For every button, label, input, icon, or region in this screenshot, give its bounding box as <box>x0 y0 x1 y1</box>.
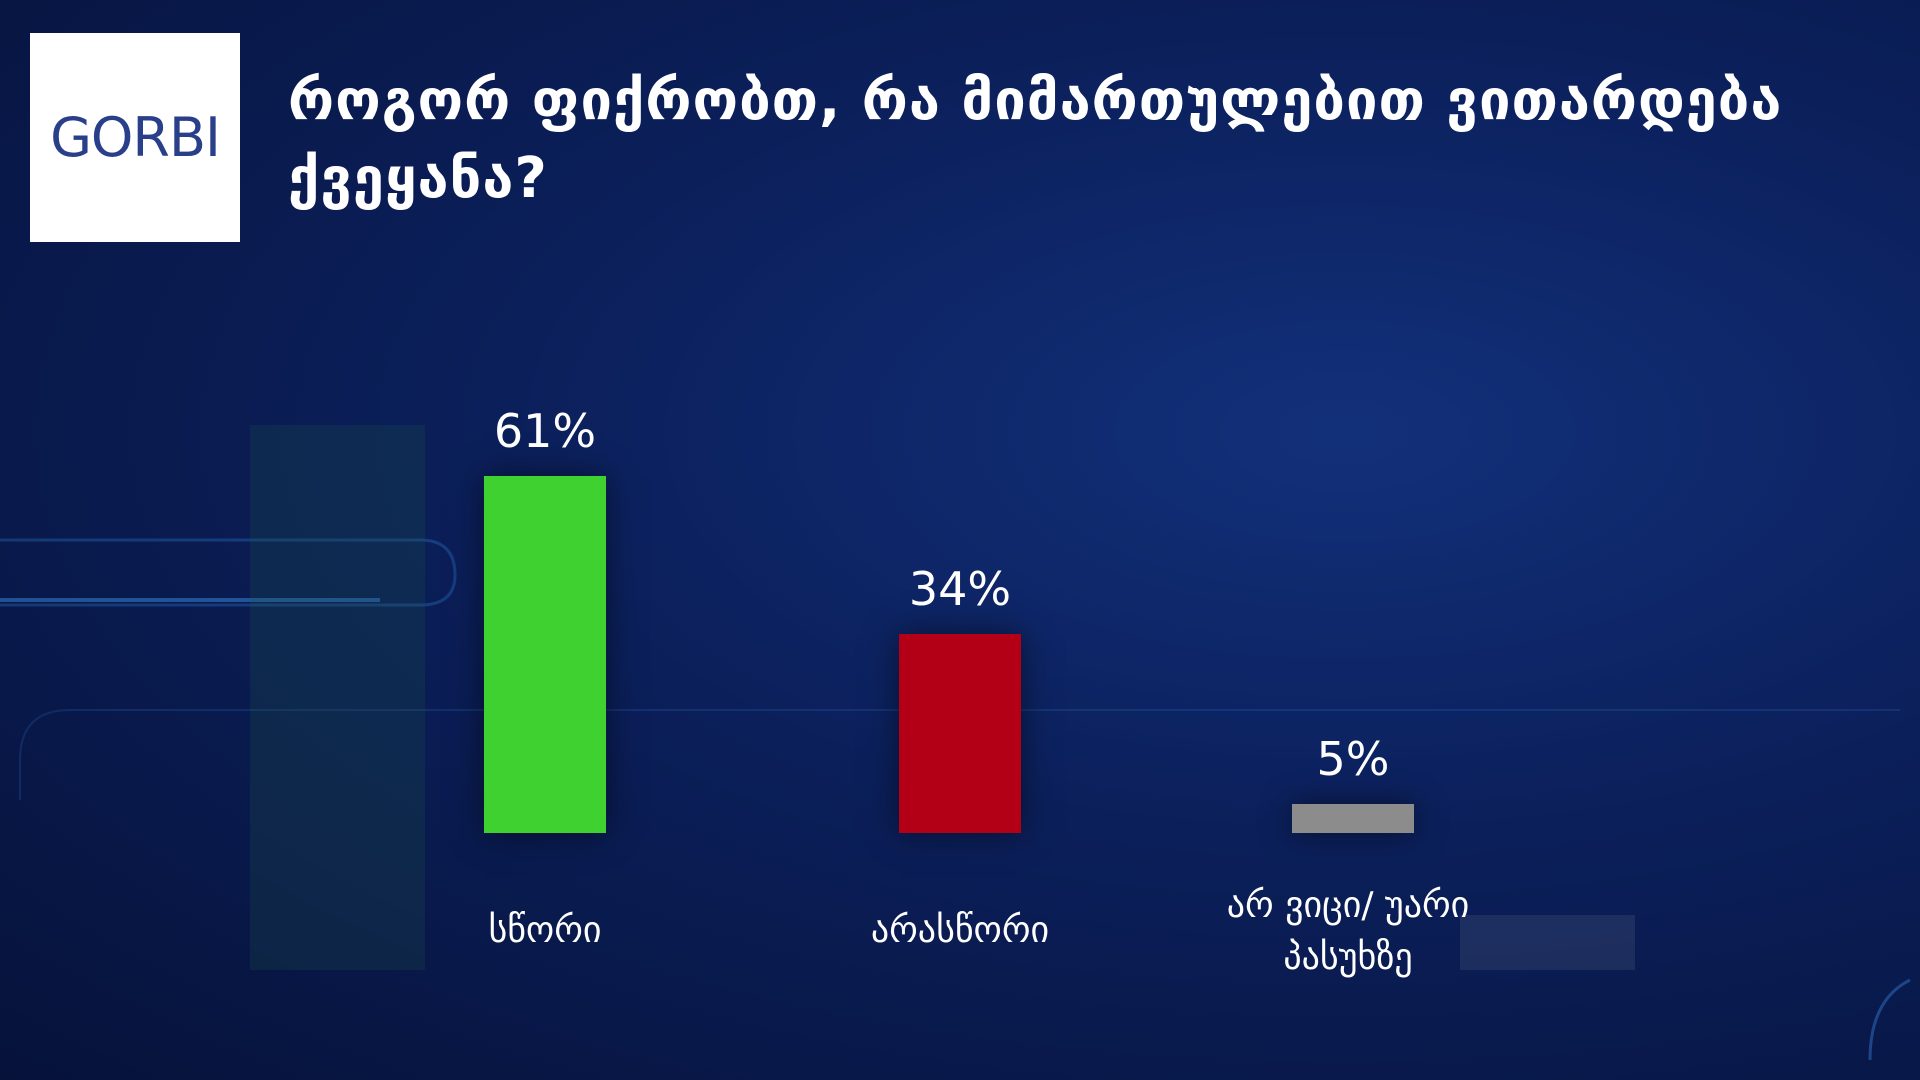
category-label: არასწორი <box>870 910 1050 951</box>
chart-title: როგორ ფიქრობთ, რა მიმართულებით ვითარდება… <box>288 68 1783 211</box>
value-label: 5% <box>1316 731 1390 786</box>
logo: GORBI <box>30 33 240 242</box>
bar <box>1292 803 1414 833</box>
bar <box>899 634 1021 833</box>
category-label: სწორი <box>488 910 602 951</box>
value-label: 34% <box>908 562 1012 617</box>
value-label: 61% <box>493 404 597 459</box>
bar <box>484 476 606 833</box>
category-label: არ ვიცი/ უარი პასუხზე <box>1226 885 1470 978</box>
